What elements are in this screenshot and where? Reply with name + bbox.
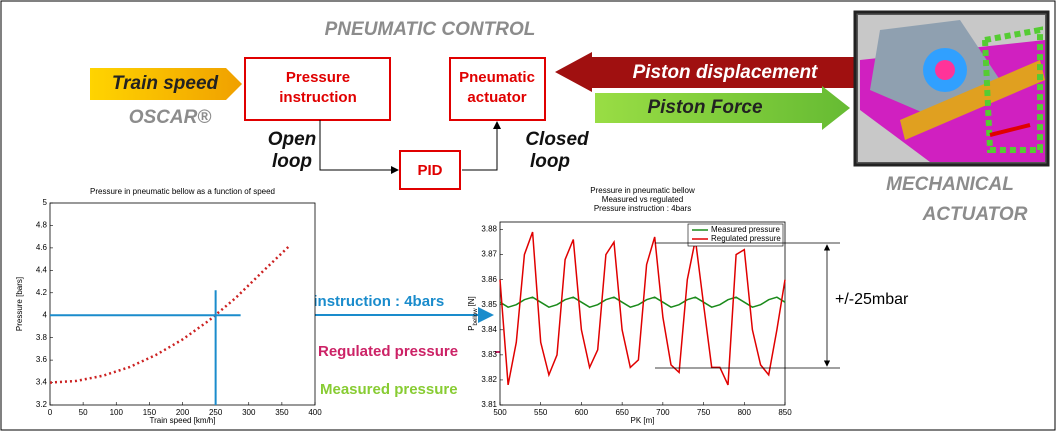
chart-title: Pressure in pneumatic bellow as a functi… xyxy=(90,187,275,196)
x-tick-label: 350 xyxy=(275,408,289,417)
page: PNEUMATIC CONTROL Train speed OSCAR® Pre… xyxy=(0,0,1060,434)
box-label: instruction xyxy=(279,89,357,106)
piston-force: Piston Force xyxy=(647,97,763,118)
chart-title: Pressure in pneumatic bellow xyxy=(590,186,695,195)
measured-note: Measured pressure xyxy=(320,381,458,398)
y-tick-label: 4.8 xyxy=(36,221,48,230)
x-tick-label: 100 xyxy=(110,408,124,417)
regulated-note: Regulated pressure xyxy=(318,343,458,360)
y-tick-label: 4.2 xyxy=(36,288,48,297)
pid: PID xyxy=(417,162,442,179)
y-tick-label: 3.85 xyxy=(481,300,497,309)
x-tick-label: 500 xyxy=(493,408,507,417)
connector xyxy=(462,122,497,170)
y-tick-label: 4.4 xyxy=(36,265,48,274)
train-speed: Train speed xyxy=(112,73,219,94)
y-tick-label: 4 xyxy=(43,310,48,319)
x-tick-label: 300 xyxy=(242,408,256,417)
x-axis-label: PK [m] xyxy=(630,416,654,425)
x-axis-label: Train speed [km/h] xyxy=(150,416,216,425)
y-tick-label: 3.87 xyxy=(481,250,497,259)
x-tick-label: 50 xyxy=(79,408,88,417)
y-tick-label: 3.81 xyxy=(481,400,497,409)
y-tick-label: 3.6 xyxy=(36,355,48,364)
y-axis-label-part: bellow xyxy=(473,308,479,326)
y-tick-label: 3.2 xyxy=(36,400,48,409)
box-label: Pneumatic xyxy=(459,69,535,86)
x-tick-label: 800 xyxy=(738,408,752,417)
y-tick-label: 3.82 xyxy=(481,375,497,384)
title: PNEUMATIC CONTROL xyxy=(325,19,536,40)
x-tick-label: 600 xyxy=(575,408,589,417)
box-label: Pressure xyxy=(286,69,350,86)
piston-displacement: Piston displacement xyxy=(633,62,818,83)
x-tick-label: 850 xyxy=(778,408,792,417)
y-axis-label: Pressure [bars] xyxy=(15,277,24,331)
legend-label: Measured pressure xyxy=(711,225,780,234)
y-tick-label: 3.84 xyxy=(481,325,497,334)
y-tick-label: 3.83 xyxy=(481,350,497,359)
y-axis-label-part: [N] xyxy=(467,296,476,306)
open-loop: loop xyxy=(272,151,312,172)
x-tick-label: 0 xyxy=(48,408,53,417)
x-tick-label: 550 xyxy=(534,408,548,417)
x-tick-label: 750 xyxy=(697,408,711,417)
legend-label: Regulated pressure xyxy=(711,234,781,243)
amplitude-note: +/-25mbar xyxy=(835,291,909,308)
open-loop: Open xyxy=(268,129,317,150)
y-tick-label: 3.86 xyxy=(481,275,497,284)
connector xyxy=(320,120,398,170)
y-tick-label: 5 xyxy=(43,198,48,207)
chart-title: Pressure instruction : 4bars xyxy=(594,204,691,213)
y-tick-label: 3.4 xyxy=(36,378,48,387)
x-tick-label: 400 xyxy=(308,408,322,417)
y-tick-label: 3.88 xyxy=(481,225,497,234)
x-tick-label: 650 xyxy=(615,408,629,417)
y-axis-label: Pbellow[N] xyxy=(467,296,478,331)
mechanical-actuator: MECHANICAL xyxy=(886,174,1014,195)
closed-loop: loop xyxy=(530,151,570,172)
mechanical-actuator: ACTUATOR xyxy=(922,204,1028,225)
box-label: actuator xyxy=(467,89,526,106)
closed-loop: Closed xyxy=(525,129,589,150)
oscar: OSCAR® xyxy=(129,107,212,128)
y-tick-label: 4.6 xyxy=(36,243,48,252)
chart-title: Measured vs regulated xyxy=(602,195,683,204)
x-tick-label: 700 xyxy=(656,408,670,417)
actuator-image xyxy=(855,12,1048,165)
plot-area xyxy=(50,203,315,405)
y-tick-label: 3.8 xyxy=(36,333,48,342)
